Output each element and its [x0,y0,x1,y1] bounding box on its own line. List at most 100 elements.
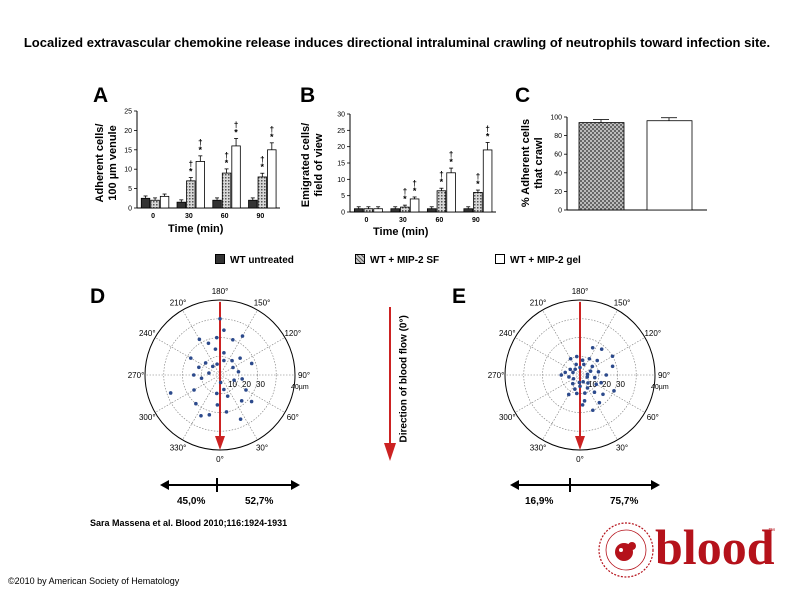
panel-label-d: D [90,285,106,308]
significance-dagger: † [270,125,274,134]
data-point [232,378,236,382]
blood-logo-text: blood [655,519,775,575]
data-point [594,382,599,387]
y-tick-label: 20 [337,144,345,151]
significance-dagger: † [260,155,264,164]
data-point [225,394,230,398]
y-tick-label: 0 [558,208,562,215]
polar-angle-label: 210° [530,298,547,307]
data-point [597,400,602,405]
data-point [612,389,616,393]
bar [212,199,222,209]
data-point [240,334,245,338]
polar-angle-label: 30° [256,444,268,453]
pct-arrow-d [160,478,300,492]
polar-spoke [182,309,221,376]
data-point [585,375,590,379]
polar-radius-label: 20 [602,380,611,389]
y-tick-label: 0 [128,206,132,213]
polar-spoke [219,374,286,413]
pct-left-e: 16,9% [525,496,554,507]
data-point [215,403,220,407]
data-point [191,373,196,377]
panel-b-xlabel: Time (min) [373,226,429,238]
data-point [604,373,609,377]
data-point [206,341,211,346]
polar-angle-label: 300° [499,413,516,422]
significance-star: * [486,131,490,141]
polar-unit-label: 40µm [291,384,309,391]
legend-swatch-wt [215,254,225,264]
data-point [592,375,597,380]
data-point [207,371,211,375]
data-point [585,386,590,390]
data-point [222,351,226,355]
bar [426,208,437,213]
data-point [238,417,243,421]
y-tick-label: 30 [337,112,345,119]
bar [409,198,420,213]
polar-spoke [514,374,581,413]
bar [363,208,374,213]
blood-seal-logo [598,522,654,578]
polar-spoke [219,374,258,441]
polar-angle-label: 180° [572,287,589,296]
polar-spoke [542,374,581,441]
y-tick-label: 25 [337,128,345,135]
bar [373,208,383,213]
legend-item-wt: WT untreated [215,254,294,266]
flow-label: Direction of blood flow (0°) [398,315,410,443]
data-point [236,369,241,374]
polar-angle-label: 90° [658,371,670,380]
data-point [580,403,585,407]
polar-angle-label: 90° [298,371,310,380]
data-point [197,337,202,342]
data-point [210,364,215,369]
bar [150,199,160,209]
polar-angle-label: 60° [287,413,299,422]
x-tick-label: 90 [256,213,264,220]
significance-dagger: † [403,187,407,196]
bar [231,145,241,209]
legend-label-sf: WT + MIP-2 SF [370,255,440,266]
bar [248,199,258,209]
figure-title: Localized extravascular chemokine releas… [23,35,771,50]
y-tick-label: 0 [341,210,345,217]
polar-angle-label: 210° [170,298,187,307]
pct-left-d: 45,0% [177,496,206,507]
bar [140,197,151,209]
significance-star: * [403,194,407,204]
data-point [230,358,234,363]
data-point [568,356,573,361]
x-tick-label: 60 [221,213,229,220]
polar-angle-label: 330° [530,444,547,453]
polar-spoke [579,374,618,441]
data-point [588,369,593,373]
bar [221,172,232,209]
data-point [599,380,603,385]
data-point [222,387,226,392]
data-point [578,365,582,370]
data-point [224,410,229,414]
data-point [571,370,575,375]
data-point [610,354,615,359]
significance-dagger: † [439,170,443,179]
data-point [213,347,218,351]
data-point [168,391,173,395]
data-point [222,328,226,332]
data-point [197,365,201,370]
significance-dagger: † [449,150,453,159]
data-point [571,376,576,381]
significance-star: * [225,158,229,168]
polar-angle-label: 60° [647,413,659,422]
y-tick-label: 10 [124,167,132,174]
significance-dagger: † [485,124,489,133]
y-tick-label: 5 [128,186,132,193]
polar-angle-label: 120° [644,329,661,338]
data-point [231,337,235,342]
data-point [581,379,585,384]
significance-star: * [270,132,274,142]
panel-a-xlabel: Time (min) [168,223,224,235]
